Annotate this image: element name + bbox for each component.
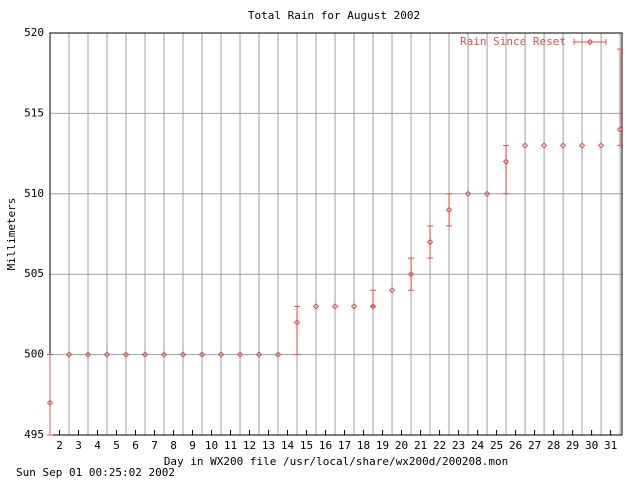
- legend-label: Rain Since Reset: [460, 35, 566, 48]
- data-point: [122, 351, 130, 358]
- data-point: [426, 238, 434, 246]
- x-tick-label: 28: [547, 439, 560, 452]
- data-point: [255, 351, 263, 358]
- data-point: [540, 142, 548, 149]
- data-point: [293, 319, 301, 326]
- x-tick-label: 11: [224, 439, 237, 452]
- x-tick-label: 7: [151, 439, 158, 452]
- x-tick-label: 30: [585, 439, 598, 452]
- data-point: [65, 351, 73, 358]
- x-tick-label: 9: [189, 439, 196, 452]
- x-tick-label: 6: [132, 439, 139, 452]
- data-point: [388, 287, 396, 294]
- x-tick-label: 2: [56, 439, 63, 452]
- y-tick-label: 515: [24, 106, 44, 119]
- x-tick-label: 17: [338, 439, 351, 452]
- x-tick-label: 25: [490, 439, 503, 452]
- x-tick-label: 5: [113, 439, 120, 452]
- x-tick-label: 13: [262, 439, 275, 452]
- data-point: [141, 351, 149, 358]
- data-point: [483, 190, 491, 198]
- x-tick-label: 16: [319, 439, 332, 452]
- data-point: [46, 399, 54, 407]
- y-tick-label: 500: [24, 348, 44, 361]
- data-point: [331, 303, 339, 310]
- timestamp: Sun Sep 01 00:25:02 2002: [16, 466, 175, 479]
- data-point: [217, 351, 225, 358]
- x-tick-label: 29: [566, 439, 579, 452]
- data-point: [179, 351, 187, 358]
- x-tick-label: 15: [300, 439, 313, 452]
- x-tick-label: 31: [604, 439, 617, 452]
- y-tick-label: 520: [24, 26, 44, 39]
- legend-swatch: [586, 38, 594, 46]
- chart-title: Total Rain for August 2002: [248, 9, 420, 22]
- x-tick-label: 22: [433, 439, 446, 452]
- data-point: [236, 351, 244, 358]
- x-tick-label: 12: [243, 439, 256, 452]
- data-point: [407, 270, 415, 278]
- x-tick-label: 23: [452, 439, 465, 452]
- data-point: [312, 303, 320, 310]
- x-axis-label: Day in WX200 file /usr/local/share/wx200…: [164, 455, 508, 468]
- data-point: [597, 142, 605, 149]
- x-tick-label: 8: [170, 439, 177, 452]
- data-point: [616, 126, 624, 133]
- x-tick-label: 3: [75, 439, 82, 452]
- y-tick-label: 505: [24, 267, 44, 280]
- data-point: [274, 351, 282, 358]
- data-point: [369, 303, 377, 310]
- x-tick-label: 20: [395, 439, 408, 452]
- y-axis-label: Millimeters: [5, 198, 18, 271]
- x-tick-label: 4: [94, 439, 101, 452]
- data-point: [84, 351, 92, 358]
- x-tick-label: 27: [528, 439, 541, 452]
- x-tick-label: 14: [281, 439, 295, 452]
- data-point: [578, 142, 586, 149]
- data-point: [160, 351, 168, 358]
- data-point: [103, 351, 111, 358]
- data-point: [350, 303, 358, 310]
- x-tick-label: 19: [376, 439, 389, 452]
- data-point: [521, 142, 529, 149]
- x-tick-label: 26: [509, 439, 522, 452]
- x-tick-label: 10: [205, 439, 218, 452]
- data-point: [559, 142, 567, 149]
- y-tick-label: 510: [24, 187, 44, 200]
- x-tick-label: 24: [471, 439, 485, 452]
- x-tick-label: 18: [357, 439, 370, 452]
- plot-frame: [49, 32, 623, 436]
- data-point: [445, 206, 453, 214]
- data-point: [502, 158, 510, 165]
- data-point: [464, 190, 472, 198]
- x-tick-label: 21: [414, 439, 427, 452]
- data-point: [198, 351, 206, 358]
- y-tick-label: 495: [24, 428, 44, 441]
